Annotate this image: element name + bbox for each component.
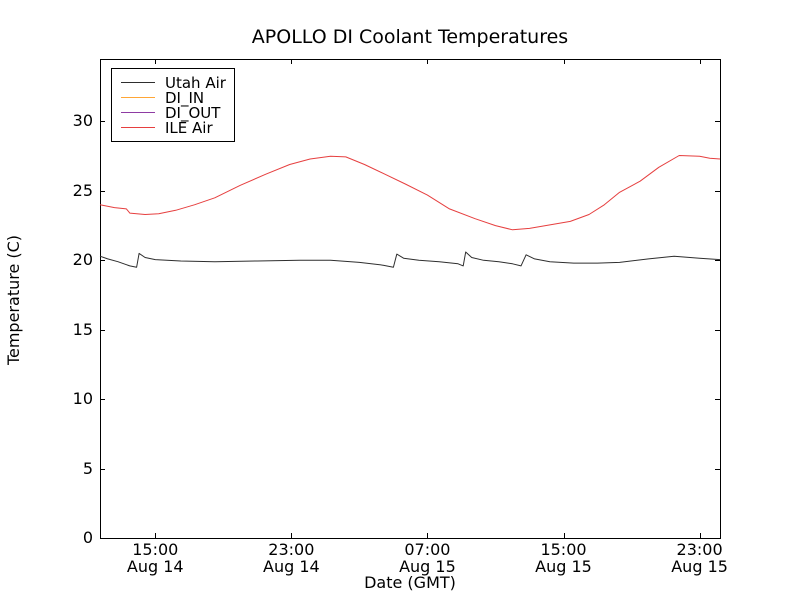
- legend-line-swatch: [121, 82, 155, 83]
- series-lines: [99, 155, 721, 268]
- legend-label: Utah Air: [165, 73, 226, 92]
- y-tick-label: 10: [72, 389, 93, 409]
- y-tick-label: 25: [72, 180, 93, 200]
- x-tick-date: Aug 14: [263, 557, 320, 576]
- x-tick-time: 15:00: [540, 540, 587, 559]
- legend-label: DI_IN: [165, 88, 205, 107]
- x-tick-label: 15:00 Aug 15: [519, 541, 609, 575]
- legend-item-ile-air: ILE Air: [112, 118, 234, 137]
- x-tick-time: 23:00: [268, 540, 315, 559]
- legend-label: DI_OUT: [165, 103, 221, 122]
- legend-line-swatch: [121, 127, 155, 128]
- x-tick-label: 23:00 Aug 15: [655, 541, 745, 575]
- chart-title: APOLLO DI Coolant Temperatures: [251, 26, 569, 48]
- legend-item-utah-air: Utah Air: [112, 73, 234, 92]
- x-tick-label: 15:00 Aug 14: [110, 541, 200, 575]
- y-tick-label: 5: [82, 458, 93, 478]
- x-tick-time: 07:00: [404, 540, 451, 559]
- x-axis-label: Date (GMT): [364, 573, 456, 592]
- legend-item-di-out: DI_OUT: [112, 103, 234, 122]
- x-tick-date: Aug 15: [399, 557, 456, 576]
- x-tick-label: 07:00 Aug 15: [382, 541, 472, 575]
- x-tick-label: 23:00 Aug 14: [246, 541, 336, 575]
- axes-frame: [100, 59, 721, 539]
- y-tick-label: 15: [72, 319, 93, 339]
- legend-item-di-in: DI_IN: [112, 88, 234, 107]
- series-line-utah-air: [99, 251, 721, 268]
- series-line-ile-air: [99, 155, 721, 231]
- y-tick-label: 30: [72, 111, 93, 131]
- x-tick-date: Aug 15: [671, 557, 728, 576]
- x-tick-time: 23:00: [676, 540, 723, 559]
- legend-label: ILE Air: [165, 118, 213, 137]
- legend: Utah Air DI_IN DI_OUT ILE Air: [111, 68, 235, 142]
- legend-line-swatch: [121, 112, 155, 113]
- x-tick-time: 15:00: [132, 540, 179, 559]
- y-tick-label: 20: [72, 250, 93, 270]
- x-tick-date: Aug 15: [535, 557, 592, 576]
- y-tick-label: 0: [82, 528, 93, 547]
- legend-line-swatch: [121, 97, 155, 98]
- axis-ticks: [100, 59, 720, 539]
- x-tick-date: Aug 14: [126, 557, 184, 576]
